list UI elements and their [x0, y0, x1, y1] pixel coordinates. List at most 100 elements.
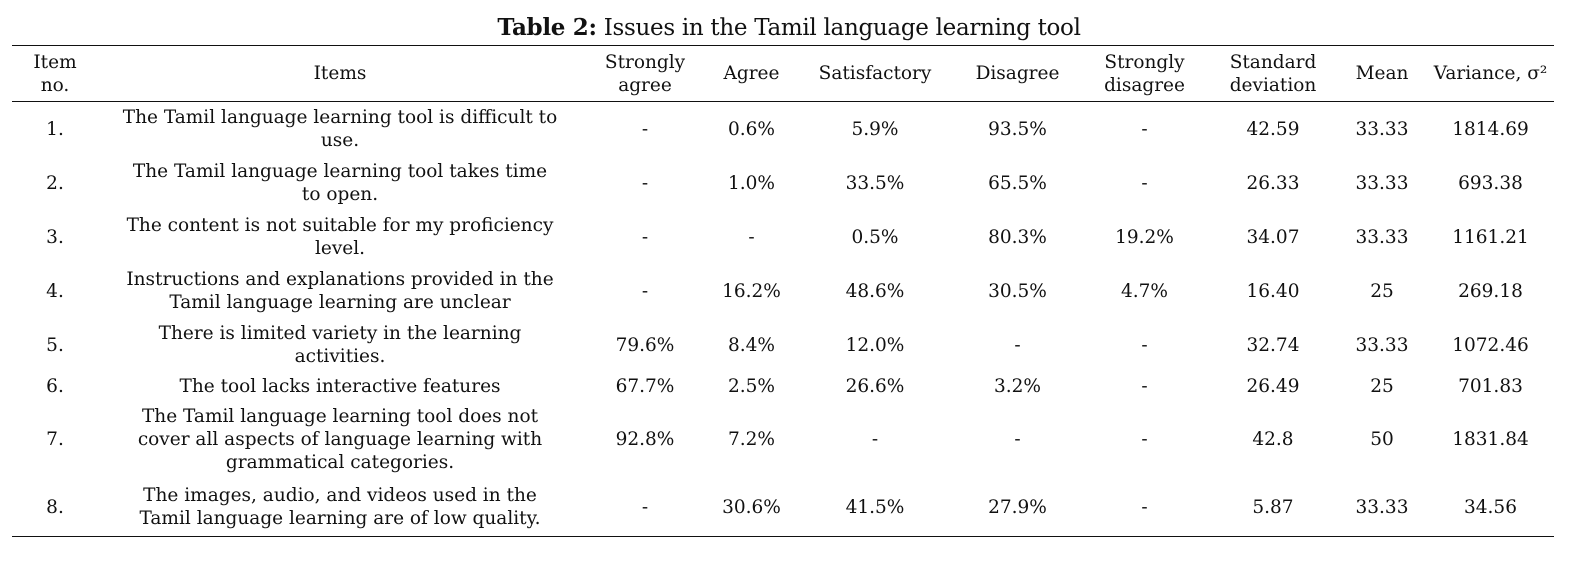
table-row: 3. The content is not suitable for my pro… [12, 210, 1554, 264]
column-header-agree: Agree [723, 63, 780, 84]
cell-strongly-disagree: - [1141, 118, 1148, 140]
cell-standard-deviation: 32.74 [1246, 334, 1300, 356]
column-header-item-no: Item no. [33, 51, 77, 96]
cell-strongly-agree: - [641, 118, 649, 140]
cell-item-no: 1. [46, 118, 64, 140]
cell-disagree: - [1014, 428, 1021, 450]
table-row: 1. The Tamil language learning tool is di… [12, 102, 1554, 157]
cell-items: Instructions and explanations provided i… [126, 269, 554, 313]
cell-item-no: 8. [46, 496, 64, 518]
header-row: Item no. Items Strongly agree Agree Satisfac… [12, 45, 1554, 102]
cell-variance: 34.56 [1464, 496, 1517, 518]
cell-mean: 33.33 [1355, 496, 1409, 518]
cell-strongly-agree: 92.8% [615, 428, 675, 450]
table-row: 2. The Tamil language learning tool takes… [12, 156, 1554, 210]
cell-strongly-disagree: - [1141, 496, 1148, 518]
table-label: Table 2: [497, 14, 597, 41]
cell-strongly-disagree: - [1141, 172, 1148, 194]
cell-strongly-disagree: 4.7% [1121, 280, 1168, 302]
cell-satisfactory: 5.9% [851, 118, 899, 140]
cell-standard-deviation: 42.8 [1252, 428, 1294, 450]
cell-mean: 33.33 [1355, 226, 1409, 248]
table-row: 7. The Tamil language learning tool does … [12, 400, 1554, 478]
cell-item-no: 2. [46, 172, 64, 194]
cell-variance: 1831.84 [1452, 428, 1529, 450]
table-caption: Table 2: Issues in the Tamil language le… [0, 14, 1578, 41]
table-row: 8. The images, audio, and videos used in … [12, 478, 1554, 537]
cell-mean: 25 [1370, 375, 1394, 397]
cell-agree: 8.4% [728, 334, 775, 356]
cell-item-no: 7. [46, 428, 64, 450]
table-row: 4. Instructions and explanations provided… [12, 264, 1554, 318]
cell-items: The images, audio, and videos used in th… [139, 485, 541, 529]
cell-standard-deviation: 16.40 [1246, 280, 1300, 302]
cell-agree: 30.6% [722, 496, 781, 518]
cell-variance: 693.38 [1458, 172, 1523, 194]
cell-variance: 701.83 [1458, 375, 1523, 397]
cell-agree: 16.2% [722, 280, 781, 302]
cell-standard-deviation: 26.49 [1246, 375, 1300, 397]
cell-items: There is limited variety in the learning… [158, 323, 522, 367]
table-row: 5. There is limited variety in the learni… [12, 318, 1554, 372]
cell-strongly-disagree: 19.2% [1115, 226, 1174, 248]
cell-items: The Tamil language learning tool takes t… [132, 161, 548, 205]
cell-mean: 33.33 [1355, 334, 1409, 356]
cell-strongly-disagree: - [1141, 334, 1148, 356]
cell-disagree: 30.5% [988, 280, 1047, 302]
cell-standard-deviation: 26.33 [1246, 172, 1300, 194]
column-header-standard-deviation: Standard deviation [1229, 51, 1317, 96]
cell-items: The Tamil language learning tool is diff… [122, 107, 558, 151]
cell-mean: 33.33 [1355, 118, 1409, 140]
table-row: 6. The tool lacks interactive features 67.… [12, 372, 1554, 400]
cell-item-no: 6. [46, 375, 64, 397]
column-header-items: Items [313, 63, 367, 84]
cell-satisfactory: 0.5% [851, 226, 899, 248]
cell-disagree: 93.5% [988, 118, 1047, 140]
cell-satisfactory: 33.5% [845, 172, 905, 194]
cell-disagree: - [1014, 334, 1021, 356]
cell-item-no: 3. [46, 226, 64, 248]
cell-items: The tool lacks interactive features [179, 375, 501, 397]
cell-items: The Tamil language learning tool does no… [137, 405, 543, 473]
cell-strongly-disagree: - [1141, 375, 1148, 397]
column-header-satisfactory: Satisfactory [818, 63, 932, 84]
cell-satisfactory: 41.5% [845, 496, 905, 518]
cell-disagree: 27.9% [988, 496, 1047, 518]
issues-table: Item no. Items Strongly agree Agree Satisfac… [12, 45, 1554, 537]
cell-item-no: 4. [46, 280, 64, 302]
cell-strongly-agree: - [641, 280, 649, 302]
cell-agree: - [748, 226, 755, 248]
cell-variance: 269.18 [1458, 280, 1523, 302]
column-header-strongly-disagree: Strongly disagree [1104, 51, 1185, 96]
cell-strongly-agree: - [641, 496, 649, 518]
cell-mean: 25 [1370, 280, 1394, 302]
cell-disagree: 65.5% [988, 172, 1047, 194]
cell-variance: 1814.69 [1452, 118, 1529, 140]
cell-strongly-agree: 67.7% [615, 375, 675, 397]
cell-strongly-agree: - [641, 172, 649, 194]
cell-strongly-agree: 79.6% [615, 334, 675, 356]
cell-variance: 1161.21 [1452, 226, 1529, 248]
cell-satisfactory: 12.0% [845, 334, 905, 356]
column-header-variance: Variance, σ² [1433, 63, 1548, 84]
cell-standard-deviation: 42.59 [1246, 118, 1300, 140]
cell-items: The content is not suitable for my profi… [126, 215, 554, 259]
cell-standard-deviation: 34.07 [1246, 226, 1300, 248]
column-header-disagree: Disagree [975, 63, 1060, 84]
cell-satisfactory: - [871, 428, 879, 450]
cell-agree: 7.2% [728, 428, 775, 450]
cell-mean: 33.33 [1355, 172, 1409, 194]
cell-variance: 1072.46 [1452, 334, 1529, 356]
cell-agree: 1.0% [728, 172, 775, 194]
cell-agree: 0.6% [728, 118, 775, 140]
cell-satisfactory: 48.6% [845, 280, 905, 302]
cell-strongly-disagree: - [1141, 428, 1148, 450]
cell-item-no: 5. [46, 334, 64, 356]
column-header-mean: Mean [1355, 63, 1409, 84]
cell-disagree: 80.3% [988, 226, 1047, 248]
cell-strongly-agree: - [641, 226, 649, 248]
column-header-strongly-agree: Strongly agree [604, 51, 686, 96]
table-title: Issues in the Tamil language learning to… [596, 15, 1081, 41]
cell-mean: 50 [1370, 428, 1394, 450]
cell-disagree: 3.2% [994, 375, 1041, 397]
